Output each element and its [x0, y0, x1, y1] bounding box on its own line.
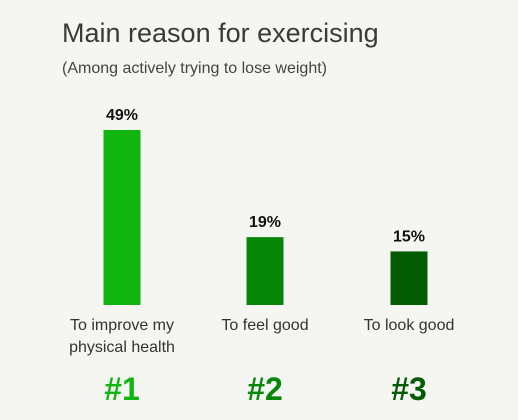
value-label-3: 15%	[393, 228, 425, 245]
category-label-3: To look good	[364, 317, 455, 334]
category-label-1-line-2: physical health	[69, 339, 175, 356]
category-label-1-line-1: To improve my	[70, 317, 174, 334]
bar-1	[103, 130, 141, 305]
rank-label-3: #3	[391, 371, 427, 407]
value-label-2: 19%	[249, 214, 281, 231]
value-label-1: 49%	[106, 107, 138, 124]
chart-subtitle: (Among actively trying to lose weight)	[62, 60, 327, 77]
rank-label-2: #2	[247, 371, 283, 407]
rank-label-1: #1	[104, 371, 140, 407]
category-label-2: To feel good	[221, 317, 308, 334]
chart-title: Main reason for exercising	[62, 18, 379, 48]
bar-3	[390, 251, 428, 305]
bar-2	[246, 237, 284, 305]
